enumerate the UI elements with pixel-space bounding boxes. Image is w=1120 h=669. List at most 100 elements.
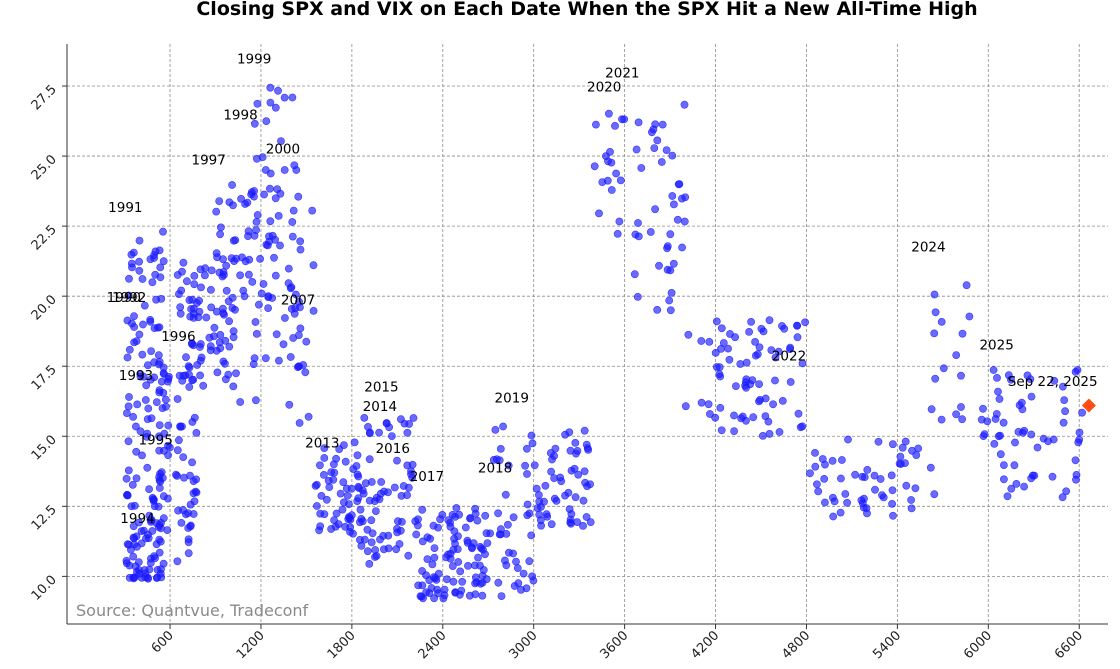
scatter-point xyxy=(152,295,160,304)
scatter-point xyxy=(667,288,676,297)
scatter-point xyxy=(843,498,851,507)
scatter-point xyxy=(159,257,168,266)
scatter-point xyxy=(716,403,725,412)
scatter-point xyxy=(1075,428,1084,437)
scatter-point xyxy=(1000,461,1008,469)
scatter-point xyxy=(535,497,544,506)
scatter-point xyxy=(901,437,910,446)
scatter-point xyxy=(430,544,439,552)
scatter-point xyxy=(124,291,133,300)
scatter-point xyxy=(178,267,186,276)
scatter-point xyxy=(224,370,233,379)
scatter-point xyxy=(133,568,141,576)
scatter-point xyxy=(202,313,211,322)
scatter-point xyxy=(931,374,940,383)
scatter-point xyxy=(412,530,421,539)
year-label: 2020 xyxy=(587,80,621,96)
scatter-point xyxy=(296,245,305,254)
source-note: Source: Quantvue, Tradeconf xyxy=(76,601,309,620)
scatter-point xyxy=(519,569,528,578)
scatter-point xyxy=(704,400,713,409)
scatter-point xyxy=(125,345,134,354)
scatter-point xyxy=(775,428,784,436)
scatter-point xyxy=(860,473,869,481)
scatter-point xyxy=(651,205,659,214)
scatter-point xyxy=(634,232,643,241)
scatter-point xyxy=(159,514,168,523)
scatter-point xyxy=(1007,484,1016,493)
scatter-point xyxy=(294,331,303,339)
scatter-point xyxy=(150,552,158,560)
scatter-point xyxy=(266,169,275,178)
scatter-point xyxy=(749,413,758,422)
scatter-point xyxy=(294,192,303,201)
scatter-point xyxy=(266,83,275,92)
scatter-point xyxy=(455,590,464,599)
scatter-point xyxy=(135,518,143,527)
scatter-point xyxy=(513,564,522,572)
scatter-point xyxy=(315,526,323,535)
scatter-point xyxy=(135,330,144,339)
year-label: 2022 xyxy=(772,349,806,365)
scatter-point xyxy=(251,318,260,326)
scatter-point xyxy=(567,519,575,528)
scatter-point xyxy=(557,477,566,486)
scatter-point xyxy=(1014,427,1023,436)
scatter-point xyxy=(290,309,299,318)
scatter-point xyxy=(930,329,939,338)
year-label: 2018 xyxy=(478,461,512,477)
scatter-point xyxy=(496,444,505,453)
scatter-point xyxy=(931,308,940,317)
year-label: 1996 xyxy=(161,329,195,345)
scatter-point xyxy=(444,550,452,559)
scatter-point xyxy=(219,309,228,318)
scatter-point xyxy=(979,432,988,440)
scatter-point xyxy=(309,306,318,315)
scatter-point xyxy=(926,463,935,472)
scatter-point xyxy=(178,422,186,431)
scatter-point xyxy=(148,527,157,535)
scatter-point xyxy=(521,461,529,470)
scatter-point xyxy=(565,428,574,437)
scatter-point xyxy=(195,296,203,305)
scatter-point xyxy=(250,231,259,240)
scatter-point xyxy=(1026,375,1035,383)
scatter-point xyxy=(188,295,197,304)
scatter-point xyxy=(579,522,587,530)
scatter-point xyxy=(414,581,423,590)
scatter-point xyxy=(363,547,372,556)
scatter-point xyxy=(179,453,188,461)
scatter-point xyxy=(230,257,238,265)
scatter-point xyxy=(236,271,244,280)
scatter-point xyxy=(771,376,779,385)
scatter-point xyxy=(586,518,595,526)
scatter-point xyxy=(1060,396,1069,404)
scatter-point xyxy=(173,471,181,480)
scatter-point xyxy=(813,480,821,489)
scatter-point xyxy=(939,364,948,373)
scatter-point xyxy=(188,340,196,348)
scatter-point xyxy=(442,575,451,584)
scatter-point xyxy=(271,103,280,112)
scatter-point xyxy=(786,343,795,352)
scatter-point xyxy=(637,164,646,172)
scatter-point xyxy=(566,446,575,455)
scatter-point xyxy=(143,429,152,438)
scatter-point xyxy=(991,415,1000,423)
scatter-point xyxy=(1059,382,1067,391)
scatter-point xyxy=(730,427,738,435)
scatter-point xyxy=(244,270,253,279)
scatter-point xyxy=(535,510,544,519)
scatter-point xyxy=(304,412,313,421)
scatter-point xyxy=(908,446,916,455)
scatter-point xyxy=(312,502,321,510)
scatter-point xyxy=(478,591,487,600)
scatter-point xyxy=(127,319,136,328)
year-label: 1994 xyxy=(120,511,154,527)
scatter-point xyxy=(260,190,268,199)
scatter-point xyxy=(160,370,168,378)
year-label: 2016 xyxy=(376,441,410,457)
scatter-point xyxy=(397,518,406,526)
scatter-point xyxy=(124,540,133,549)
scatter-point xyxy=(898,443,907,452)
